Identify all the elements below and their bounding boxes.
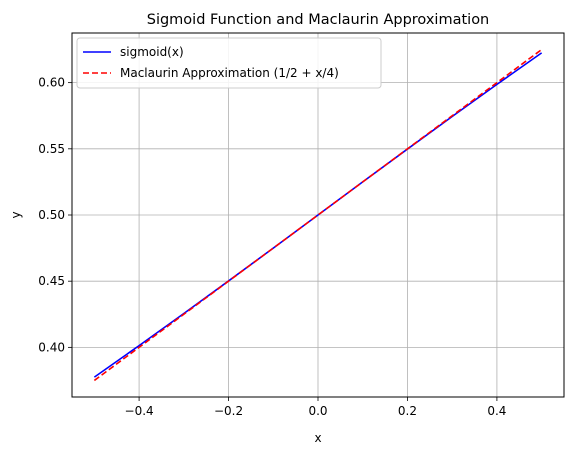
legend: sigmoid(x) Maclaurin Approximation (1/2 +… <box>76 37 382 89</box>
grid <box>72 33 564 397</box>
y-axis: 0.40 0.45 0.50 0.55 0.60 <box>38 76 72 354</box>
x-axis: −0.4 −0.2 0.0 0.2 0.4 <box>125 397 506 418</box>
y-tick-label: 0.40 <box>38 340 65 354</box>
series-line <box>93 52 543 378</box>
chart-title: Sigmoid Function and Maclaurin Approxima… <box>147 12 490 28</box>
x-tick-label: 0.2 <box>398 404 417 418</box>
y-tick-label: 0.55 <box>38 142 65 156</box>
x-tick-label: −0.2 <box>214 404 243 418</box>
legend-box <box>76 37 382 89</box>
x-tick-label: 0.0 <box>308 404 327 418</box>
legend-label: sigmoid(x) <box>120 45 184 59</box>
x-axis-label: x <box>314 431 321 445</box>
y-tick-label: 0.45 <box>38 274 65 288</box>
series-line <box>93 48 543 382</box>
x-tick-label: −0.4 <box>125 404 154 418</box>
series-layer <box>93 48 543 382</box>
y-tick-label: 0.50 <box>38 208 65 222</box>
x-tick-label: 0.4 <box>487 404 506 418</box>
legend-label: Maclaurin Approximation (1/2 + x/4) <box>120 66 339 80</box>
y-axis-label: y <box>9 211 23 218</box>
y-tick-label: 0.60 <box>38 76 65 90</box>
